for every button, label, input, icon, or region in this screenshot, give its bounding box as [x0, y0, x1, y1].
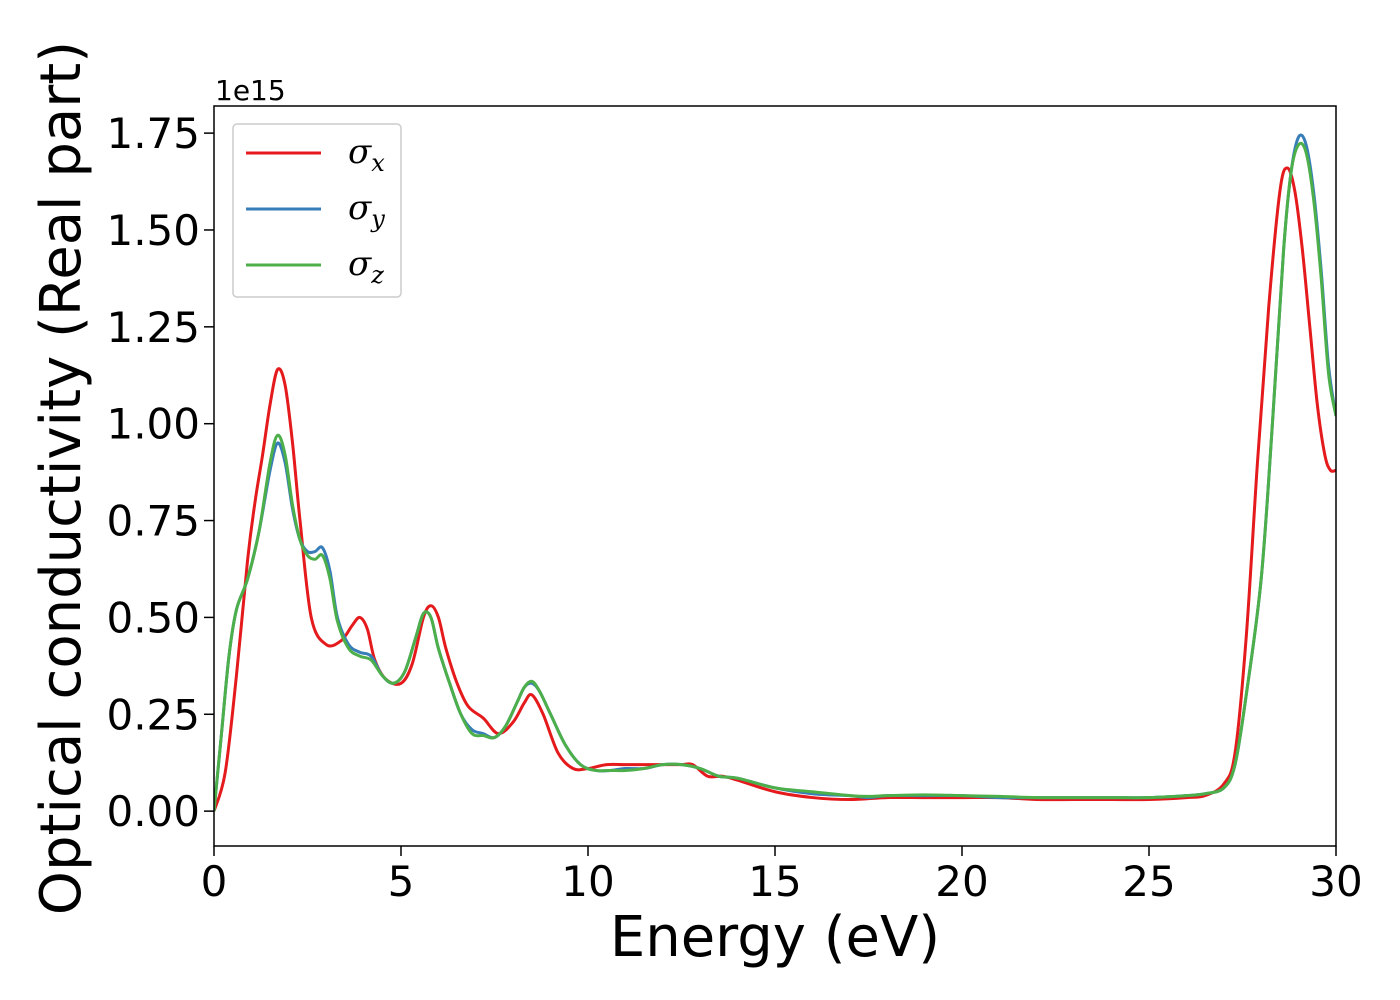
series-line-sigma-x — [214, 166, 1336, 812]
x-tick-label: 5 — [388, 857, 415, 906]
x-tick-label: 20 — [935, 857, 988, 906]
x-tick-label: 30 — [1309, 857, 1362, 906]
y-tick-label: 1.25 — [106, 303, 200, 352]
y-tick-label: 0.75 — [106, 497, 200, 546]
legend-subscript: y — [370, 205, 385, 233]
y-tick-label: 1.75 — [106, 109, 200, 158]
y-axis-label: Optical conductivity (Real part) — [29, 41, 94, 915]
plot-lines — [214, 133, 1336, 812]
x-tick-label: 0 — [201, 857, 228, 906]
series-line-sigma-z — [214, 141, 1336, 812]
y-tick-label: 1.00 — [106, 400, 200, 449]
legend-subscript: x — [371, 149, 385, 177]
x-tick-label: 25 — [1122, 857, 1175, 906]
x-axis-label: Energy (eV) — [610, 905, 940, 970]
x-axis-ticks: 0 5 10 15 20 25 30 — [201, 846, 1363, 906]
x-tick-label: 15 — [748, 857, 801, 906]
y-tick-label: 0.25 — [106, 690, 200, 739]
y-tick-label: 1.50 — [106, 206, 200, 255]
legend-subscript: z — [370, 261, 384, 289]
y-axis-offset-label: 1e15 — [215, 74, 286, 107]
y-axis-ticks: 0.00 0.25 0.50 0.75 1.00 1.25 1.50 1.75 — [106, 109, 214, 836]
y-tick-label: 0.00 — [106, 787, 200, 836]
y-tick-label: 0.50 — [106, 593, 200, 642]
x-tick-label: 10 — [561, 857, 614, 906]
